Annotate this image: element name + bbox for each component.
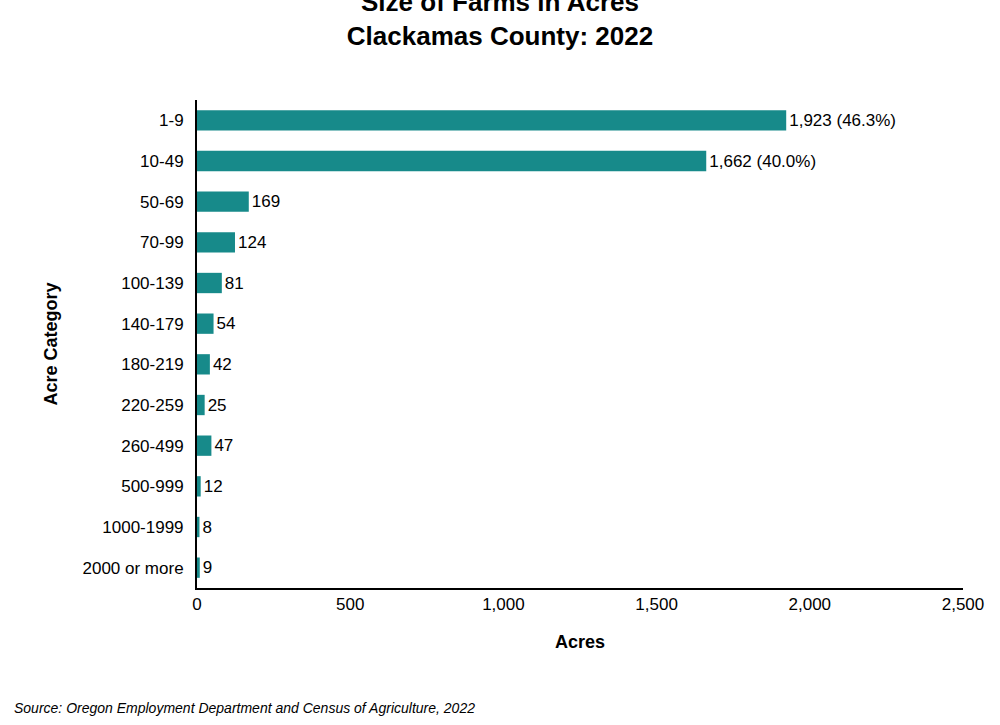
svg-text:500: 500 bbox=[336, 595, 364, 614]
svg-text:1,662 (40.0%): 1,662 (40.0%) bbox=[709, 152, 816, 171]
svg-text:169: 169 bbox=[252, 192, 280, 211]
svg-text:220-259: 220-259 bbox=[121, 396, 183, 415]
svg-text:260-499: 260-499 bbox=[121, 437, 183, 456]
svg-text:2,500: 2,500 bbox=[942, 595, 985, 614]
svg-text:0: 0 bbox=[192, 595, 201, 614]
svg-text:8: 8 bbox=[202, 518, 211, 537]
svg-text:81: 81 bbox=[225, 274, 244, 293]
svg-text:1-9: 1-9 bbox=[159, 111, 184, 130]
svg-text:Source: Oregon Employment Depa: Source: Oregon Employment Department and… bbox=[14, 700, 475, 716]
svg-text:180-219: 180-219 bbox=[121, 355, 183, 374]
svg-text:9: 9 bbox=[203, 558, 212, 577]
svg-text:1,500: 1,500 bbox=[635, 595, 678, 614]
svg-text:124: 124 bbox=[238, 233, 266, 252]
svg-text:50-69: 50-69 bbox=[140, 193, 183, 212]
svg-text:Acre Category: Acre Category bbox=[41, 282, 61, 405]
svg-text:12: 12 bbox=[204, 477, 223, 496]
svg-text:25: 25 bbox=[208, 396, 227, 415]
svg-text:54: 54 bbox=[217, 314, 236, 333]
svg-text:42: 42 bbox=[213, 355, 232, 374]
svg-text:70-99: 70-99 bbox=[140, 233, 183, 252]
svg-text:47: 47 bbox=[214, 436, 233, 455]
svg-text:2000 or more: 2000 or more bbox=[82, 559, 183, 578]
svg-text:1000-1999: 1000-1999 bbox=[102, 518, 183, 537]
svg-text:Size of Farms in AcresClackama: Size of Farms in AcresClackamas County: … bbox=[347, 0, 653, 51]
svg-text:10-49: 10-49 bbox=[140, 152, 183, 171]
svg-text:1,000: 1,000 bbox=[482, 595, 525, 614]
svg-text:2,000: 2,000 bbox=[789, 595, 832, 614]
svg-text:Acres: Acres bbox=[555, 632, 605, 652]
svg-text:500-999: 500-999 bbox=[121, 477, 183, 496]
svg-text:100-139: 100-139 bbox=[121, 274, 183, 293]
svg-text:1,923 (46.3%): 1,923 (46.3%) bbox=[789, 111, 896, 130]
svg-text:140-179: 140-179 bbox=[121, 315, 183, 334]
